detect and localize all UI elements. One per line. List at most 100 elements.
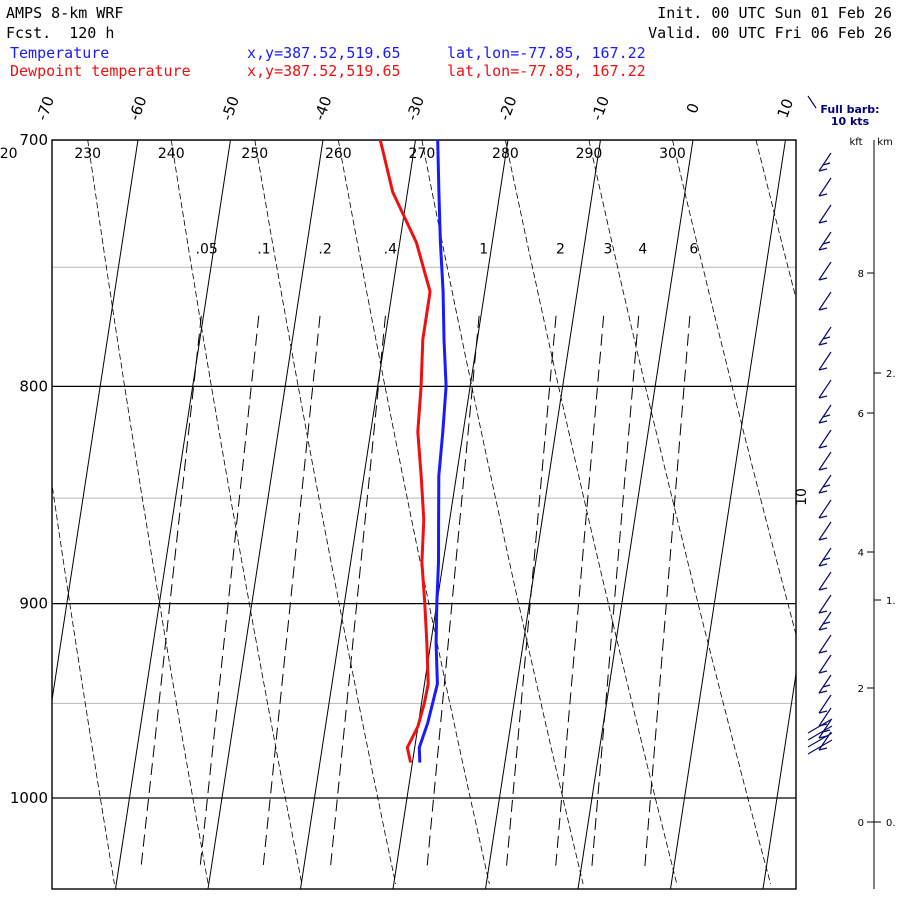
wind-barb xyxy=(818,674,832,694)
kft-tick-label: 4 xyxy=(858,548,864,559)
dry-adiabat xyxy=(52,481,115,885)
wind-barb xyxy=(818,654,832,674)
isotherm-line xyxy=(485,140,601,889)
height-axis-km-label: km xyxy=(877,137,893,148)
pressure-tick-label: 1000 xyxy=(10,789,48,807)
isotherm-label: -40 xyxy=(310,94,335,123)
valid-time: Valid. 00 UTC Fri 06 Feb 26 xyxy=(648,24,892,42)
isotherm-label: -50 xyxy=(218,94,243,123)
pressure-tick-label: 700 xyxy=(19,131,48,149)
dry-adiabat-label: 230 xyxy=(74,146,101,162)
legend-dewpoint-xy: x,y=387.52,519.65 xyxy=(247,62,401,80)
isotherm-label: -70 xyxy=(33,94,58,123)
wind-barb xyxy=(818,291,832,311)
plot-border xyxy=(51,139,797,890)
isotherm-line xyxy=(0,100,52,889)
mixing-ratio-label: 2 xyxy=(556,241,565,257)
mixing-ratio-line xyxy=(591,315,640,871)
temperature-line xyxy=(417,140,448,763)
dry-adiabat-label: 240 xyxy=(158,146,185,162)
mixing-ratio-line xyxy=(554,315,605,871)
legend-temperature-latlon: lat,lon=-77.85, 167.22 xyxy=(447,44,646,62)
dry-adiabat xyxy=(672,140,796,637)
height-axis-kft-label: kft xyxy=(849,137,862,148)
wind-barb xyxy=(807,739,833,755)
wind-barb xyxy=(818,351,832,371)
dry-adiabat-label: 220 xyxy=(0,146,18,162)
wind-barb xyxy=(818,547,832,567)
plot-frame xyxy=(51,139,797,890)
wind-barb xyxy=(807,725,833,741)
mixing-ratio-label: 1 xyxy=(479,241,488,257)
dry-adiabat xyxy=(87,140,209,885)
wind-barb xyxy=(818,261,832,281)
isotherm-label: -20 xyxy=(495,94,520,123)
wind-profile: 10 xyxy=(794,95,833,755)
mixing-ratio-label: .05 xyxy=(196,241,218,257)
wind-barb xyxy=(818,379,832,399)
isotherm-line xyxy=(577,140,694,889)
dry-adiabat-label: 280 xyxy=(492,146,519,162)
mixing-ratio-label: .1 xyxy=(257,241,270,257)
mixing-ratio-label: .2 xyxy=(318,241,331,257)
init-time: Init. 00 UTC Sun 01 Feb 26 xyxy=(657,4,892,22)
km-tick-label: 0. xyxy=(886,818,896,829)
dry-adiabat xyxy=(755,140,796,301)
isotherm-line xyxy=(207,140,324,889)
mixing-ratio-line xyxy=(329,315,386,871)
legend-temperature-xy: x,y=387.52,519.65 xyxy=(247,44,401,62)
mixing-ratio-line xyxy=(199,315,260,871)
barb-legend-line2: 10 kts xyxy=(830,115,870,128)
wind-barb xyxy=(818,499,832,519)
wind-barb xyxy=(818,451,832,471)
wind-barb xyxy=(818,571,832,591)
legend-dewpoint-latlon: lat,lon=-77.85, 167.22 xyxy=(447,62,646,80)
wind-barb xyxy=(818,326,832,346)
dry-adiabat xyxy=(588,140,771,885)
wind-barb xyxy=(818,404,832,424)
dry-adiabat-label: 250 xyxy=(241,146,268,162)
kft-tick-label: 2 xyxy=(858,684,864,695)
mixing-ratio-label: 3 xyxy=(603,241,612,257)
dry-adiabat xyxy=(337,140,490,885)
km-tick-label: 1. xyxy=(886,596,896,607)
isotherm-label: 10 xyxy=(774,96,797,120)
wind-barb xyxy=(818,152,832,172)
wind-barb xyxy=(818,474,832,494)
wind-barb xyxy=(818,611,832,631)
isotherm-line xyxy=(115,140,231,889)
wind-barb xyxy=(818,594,832,614)
dry-adiabat-label: 260 xyxy=(325,146,352,162)
isotherm-line xyxy=(856,100,900,889)
mixing-ratio-label: .4 xyxy=(384,241,397,257)
wind-barb xyxy=(807,718,833,734)
dry-adiabat xyxy=(840,140,900,884)
wind-barb xyxy=(807,732,833,748)
wind-barb xyxy=(818,429,832,449)
dry-adiabat xyxy=(254,140,396,885)
isotherm-line xyxy=(670,140,786,889)
dry-adiabat xyxy=(421,140,584,885)
kft-tick-label: 6 xyxy=(858,409,864,420)
mixing-ratio-line xyxy=(505,315,557,871)
isotherm-line xyxy=(300,140,416,889)
wind-barb xyxy=(818,694,832,714)
sounding-series xyxy=(378,140,448,763)
mixing-ratio-line xyxy=(426,315,480,871)
pressure-tick-label: 800 xyxy=(19,377,48,395)
dewpoint-line xyxy=(378,140,432,763)
mixing-ratio-label: 4 xyxy=(638,241,647,257)
mixing-ratio-line xyxy=(644,315,691,871)
barb-legend: Full barb: 10 kts xyxy=(818,104,882,128)
pressure-axis: 700 800 900 1000 xyxy=(10,131,48,807)
kft-tick-label: 0 xyxy=(858,818,864,829)
wind-barb xyxy=(818,177,832,197)
wind-barb xyxy=(818,521,832,541)
mixing-ratio-label: 6 xyxy=(689,241,698,257)
wind-barb xyxy=(818,204,832,224)
isotherm-label: 0 xyxy=(683,101,703,116)
wind-profile-label: 10 xyxy=(794,488,810,506)
isotherm-line xyxy=(392,140,509,889)
dry-adiabat-label: 300 xyxy=(659,146,686,162)
